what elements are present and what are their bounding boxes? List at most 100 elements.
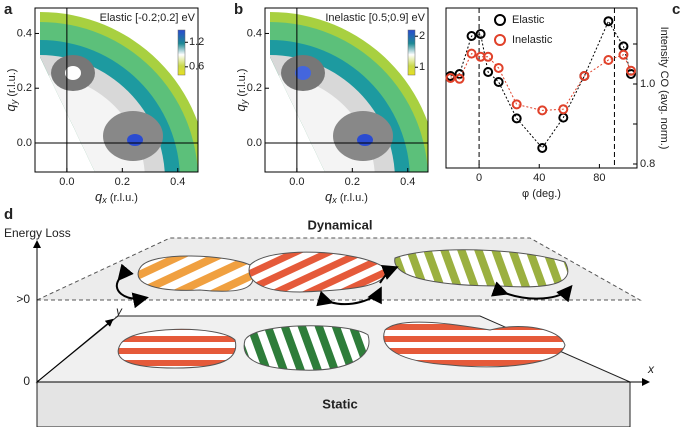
heat-blob [65,66,81,80]
marker [618,49,629,60]
marker [493,63,504,73]
axis-unit: (r.l.u.) [107,192,138,204]
marker [537,143,548,153]
domain [383,321,566,368]
marker [537,105,548,116]
series-line [450,52,632,111]
x-tick-label: 0.0 [59,176,74,188]
axis-symbol: q [3,103,18,111]
legend-label: Elastic [512,14,545,26]
marker [558,104,569,115]
axis-subscript: y [9,99,19,105]
x-axis-label: φ (deg.) [522,188,561,200]
y-axis [36,318,114,383]
axis-subscript: x [101,195,107,205]
plot-frame [34,7,199,173]
panel-label: a [4,1,13,18]
arrows [115,263,573,309]
x-tick-label: 0.0 [289,176,304,188]
colorbar-label: 1.2 [189,36,204,48]
axis-label: x [647,362,655,376]
marker [511,99,522,110]
y-tick-label: 0.4 [17,27,32,39]
level-label: 0 [23,374,30,388]
axis-symbol: q [233,103,248,111]
axis-label: y [115,304,123,318]
axis-symbol: q [325,189,333,204]
heat-blob [127,134,143,146]
heat-blob [295,66,311,80]
marker [603,55,614,65]
x-tick-label: 0 [476,172,482,184]
axis-unit: (r.l.u.) [6,69,18,100]
legend-marker [494,34,506,46]
marker [493,77,504,87]
marker [603,16,614,27]
marker [511,113,522,124]
domain [248,251,386,293]
x-tick-label: 0.2 [345,176,360,188]
y-tick-label: 0.0 [247,137,262,149]
marker [466,48,477,59]
legend-marker [494,14,506,26]
chart-title: Elastic [-0.2;0.2] eV [100,12,196,24]
axis-label: Energy Loss [4,226,71,240]
x-tick-label: 80 [593,172,605,184]
level-label: >0 [16,292,30,306]
colorbar-label: 0.6 [189,61,204,73]
marker [466,31,477,41]
domain [137,255,254,292]
axis-label: qx (r.l.u.) [95,189,138,205]
panel-label: c [672,1,680,18]
domain [117,328,237,369]
colorbar [407,29,416,76]
legend-label: Inelastic [512,34,553,46]
domain [394,249,569,288]
title-box [345,10,427,26]
plot-frame [445,7,638,169]
y-tick-label: 1.0 [640,78,655,90]
y-axis-label: Intensity CO (avg. norm.) [658,27,670,150]
diagram: d Dynamical Static Energy Loss >0 0 x y [4,206,655,427]
axis-label: qy (r.l.u.) [3,69,19,112]
axis-label: qx (r.l.u.) [325,189,368,205]
marker [475,29,486,39]
marker [483,51,494,62]
y-tick-label: 0.2 [17,82,32,94]
axis-subscript: y [239,99,249,105]
domain [243,325,370,371]
axis-label: qy (r.l.u.) [233,69,249,112]
marker [625,65,636,76]
chart-title: Inelastic [0.5;0.9] eV [325,12,425,24]
axis-subscript: x [331,195,337,205]
x-tick-label: 40 [533,172,545,184]
colorbar-label: 2 [419,30,425,42]
y-tick-label: 0.0 [17,137,32,149]
title-box [115,10,197,26]
plane-label: Static [322,396,357,411]
colorbar [177,29,186,76]
x-tick-label: 0.4 [170,176,185,188]
marker [625,69,636,79]
y-tick-label: 0.8 [640,158,655,170]
plane-label: Dynamical [307,217,372,232]
heat-blob [357,134,373,146]
plot-frame [264,7,429,173]
panel-label: d [4,206,13,223]
series-line [450,20,632,149]
marker [454,73,465,84]
y-tick-label: 0.2 [247,82,262,94]
x-tick-label: 0.4 [400,176,415,188]
marker [483,67,494,77]
axis-symbol: q [95,189,103,204]
colorbar-label: 1 [419,61,425,73]
panels: a0.0 0.2 0.40.00.20.4qx (r.l.u.)qy (r.l.u.… [3,1,680,205]
axis-unit: (r.l.u.) [337,192,368,204]
axis-unit: (r.l.u.) [236,69,248,100]
x-tick-label: 0.2 [115,176,130,188]
marker [579,71,590,81]
panel-label: b [234,1,243,18]
y-tick-label: 0.4 [247,27,262,39]
